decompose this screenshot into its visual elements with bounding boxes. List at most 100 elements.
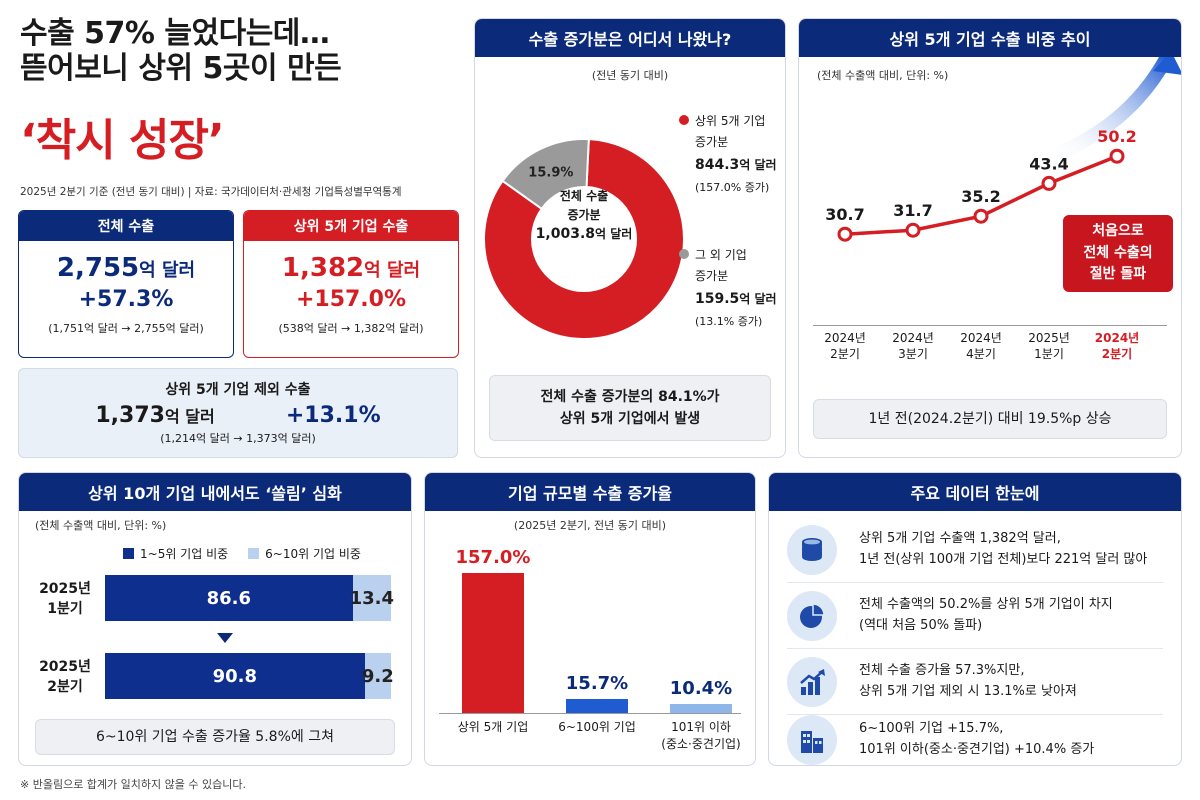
fact-text: 6~100위 기업 +15.7%, 101위 이하(중소·중견기업) +10.4%… [859, 719, 1094, 761]
excl-top5-unit: 억 달러 [164, 407, 215, 426]
buildings-icon [787, 715, 837, 765]
x-tick-label: 2024년 4분기 [960, 331, 1002, 361]
excl-top5-values: 1,373억 달러 +13.1% [19, 403, 457, 428]
growth-bar [462, 573, 524, 713]
bar-segment-6-10: 13.4 [350, 575, 394, 621]
fact-1-line-1: 상위 5개 기업 수출액 1,382억 달러, [859, 530, 1061, 546]
bar-segment-top5: 90.8 [105, 653, 365, 699]
fact-item: 전체 수출액의 50.2%를 상위 5개 기업이 차지 (역대 처음 50% 돌파… [787, 583, 1163, 649]
legend-swatch-top5 [123, 548, 134, 559]
bar-category-label: 2025년 2분기 [39, 659, 91, 696]
other-increase-growth: (13.1% 증가) [695, 314, 763, 328]
top5-export-card: 상위 5개 기업 수출 1,382억 달러 +157.0% (538억 달러 →… [243, 210, 459, 358]
growth-bar-value: 15.7% [565, 673, 629, 694]
top5-increase-legend: 상위 5개 기업 증가분 844.3억 달러 (157.0% 증가) [679, 111, 777, 197]
growth-bar-category: 상위 5개 기업 [457, 720, 529, 734]
top5-increase-unit: 억 달러 [739, 158, 777, 172]
callout-line-3: 절반 돌파 [1089, 266, 1147, 283]
size-growth-note: (2025년 2분기, 전년 동기 대비) [513, 519, 667, 532]
legend-label-top5: 1~5위 기업 비중 [140, 547, 229, 561]
fact-3-line-2: 상위 5개 기업 제외 시 13.1%로 낮아져 [859, 683, 1077, 699]
share-point [973, 208, 989, 224]
share-point [837, 226, 853, 242]
excl-top5-pct: +13.1% [285, 403, 381, 428]
top5-increase-growth: (157.0% 증가) [695, 180, 770, 194]
top5-export-amount: 1,382억 달러 [244, 253, 458, 283]
headline-line-1: 수출 57% 늘었다는데… [20, 16, 330, 51]
top5-share-line-chart: 30.7 31.7 35.2 43.4 50.2 [825, 57, 1181, 242]
share-point [1109, 148, 1125, 164]
other-increase-legend: 그 외 기업 증가분 159.5억 달러 (13.1% 증가) [679, 245, 777, 331]
share-point-label: 31.7 [893, 201, 932, 220]
trend-arrow-icon [1046, 57, 1174, 164]
fact-text: 전체 수출액의 50.2%를 상위 5개 기업이 차지 (역대 처음 50% 돌파… [859, 595, 1113, 637]
increase-footer-line-2: 상위 5개 기업에서 발생 [559, 411, 701, 427]
donut-slice-label: 15.9% [528, 166, 573, 181]
fact-3-line-1: 전체 수출 증가율 57.3%지만, [859, 662, 1025, 678]
growth-chart-icon [787, 656, 837, 707]
fact-4-line-2: 101위 이하(중소·중견기업) +10.4% 증가 [859, 742, 1095, 757]
total-export-pct: +57.3% [78, 287, 174, 312]
other-increase-label-1: 그 외 기업 [695, 248, 747, 262]
red-dot-icon [679, 115, 689, 125]
top5-increase-label-2: 증가분 [695, 135, 729, 149]
share-point [905, 222, 921, 238]
excl-top5-amount: 1,373 [95, 403, 165, 428]
share-point-label: 50.2 [1097, 127, 1136, 146]
fact-1-line-2: 1년 전(상위 100개 기업 전체)보다 221억 달러 많아 [859, 551, 1148, 567]
callout-line-2: 전체 수출의 [1083, 244, 1153, 261]
growth-bar-value: 10.4% [669, 677, 733, 699]
first-half-callout: 처음으로 전체 수출의 절반 돌파 [1063, 215, 1173, 293]
growth-bar-value: 157.0% [455, 547, 531, 568]
donut-center-line-2: 증가분 [567, 207, 601, 222]
x-axis-line [813, 325, 1167, 326]
other-increase-unit: 억 달러 [739, 292, 777, 306]
key-facts-panel: 주요 데이터 한눈에 상위 5개 기업 수출액 1,382억 달러, 1년 전(상… [768, 472, 1182, 766]
share-point [1041, 175, 1057, 191]
growth-bar-category: 101위 이하 (중소·중견기업) [661, 720, 741, 752]
increase-source-note: (전년 동기 대비) [591, 69, 669, 82]
share-point-label: 43.4 [1029, 154, 1068, 173]
bar-category-label: 2025년 1분기 [39, 581, 91, 618]
increase-footer-line-1: 전체 수출 증가분의 84.1%가 [540, 388, 720, 405]
share-point-label: 30.7 [825, 205, 864, 224]
stacked-bar: 90.8 9.2 [105, 653, 394, 699]
legend-swatch-6-10 [248, 548, 260, 559]
stacked-bar: 86.6 13.4 [105, 575, 394, 621]
legend-label-6-10: 6~10위 기업 비중 [265, 547, 361, 561]
increase-source-panel: 수출 증가분은 어디서 나왔나? (전년 동기 대비) 84.1% 15.9% 전… [474, 18, 786, 458]
donut-center-label: 전체 수출 증가분 1,003.8억 달러 [529, 187, 639, 246]
total-export-amount: 2,755억 달러 [19, 253, 233, 283]
excl-top5-card: 상위 5개 기업 제외 수출 1,373억 달러 +13.1% (1,214억 … [18, 368, 458, 458]
total-export-card: 전체 수출 2,755억 달러 +57.3% (1,751억 달러 → 2,75… [18, 210, 234, 358]
other-increase-label-2: 증가분 [695, 269, 729, 283]
donut-slice [483, 138, 685, 340]
key-facts-title: 주요 데이터 한눈에 [769, 473, 1181, 511]
donut-center-unit: 억 달러 [595, 227, 633, 242]
x-tick-label: 2024년 2분기 [1094, 331, 1140, 361]
excl-top5-title: 상위 5개 기업 제외 수출 [165, 382, 311, 398]
concentration-legend: 1~5위 기업 비중 6~10위 기업 비중 [123, 545, 361, 562]
top5-export-amount-value: 1,382 [281, 253, 365, 283]
fact-2-line-1: 전체 수출액의 50.2%를 상위 5개 기업이 차지 [859, 596, 1113, 612]
fact-item: 6~100위 기업 +15.7%, 101위 이하(중소·중견기업) +10.4%… [787, 715, 1163, 765]
growth-bar-category: 6~100위 기업 [558, 720, 636, 734]
trend-footer: 1년 전(2024.2분기) 대비 19.5%p 상승 [813, 399, 1167, 439]
top5-share-trend-note: (전체 수출액 대비, 단위: %) [817, 69, 949, 82]
total-export-title: 전체 수출 [19, 211, 233, 241]
fact-2-line-2: (역대 처음 50% 돌파) [859, 617, 983, 633]
coins-icon [787, 524, 837, 575]
donut-slice [501, 138, 590, 211]
top5-export-pct: +157.0% [295, 287, 407, 312]
pie-chart-icon [787, 590, 837, 641]
growth-bar [566, 699, 628, 713]
trend-arrowhead-icon [1153, 57, 1181, 75]
top5-export-title: 상위 5개 기업 수출 [244, 211, 458, 241]
total-export-unit: 억 달러 [139, 260, 196, 281]
grey-dot-icon [679, 249, 689, 259]
headline-line-2: 뜯어보니 상위 5곳이 만든 [20, 51, 342, 87]
size-growth-panel: 기업 규모별 수출 증가율 (2025년 2분기, 전년 동기 대비) 157.… [424, 472, 756, 766]
top5-share-trend-panel: 상위 5개 기업 수출 비중 추이 (전체 수출액 대비, 단위: %) 30.… [798, 18, 1182, 458]
concentration-panel: 상위 10개 기업 내에서도 ‘쏠림’ 심화 (전체 수출액 대비, 단위: %… [18, 472, 412, 766]
